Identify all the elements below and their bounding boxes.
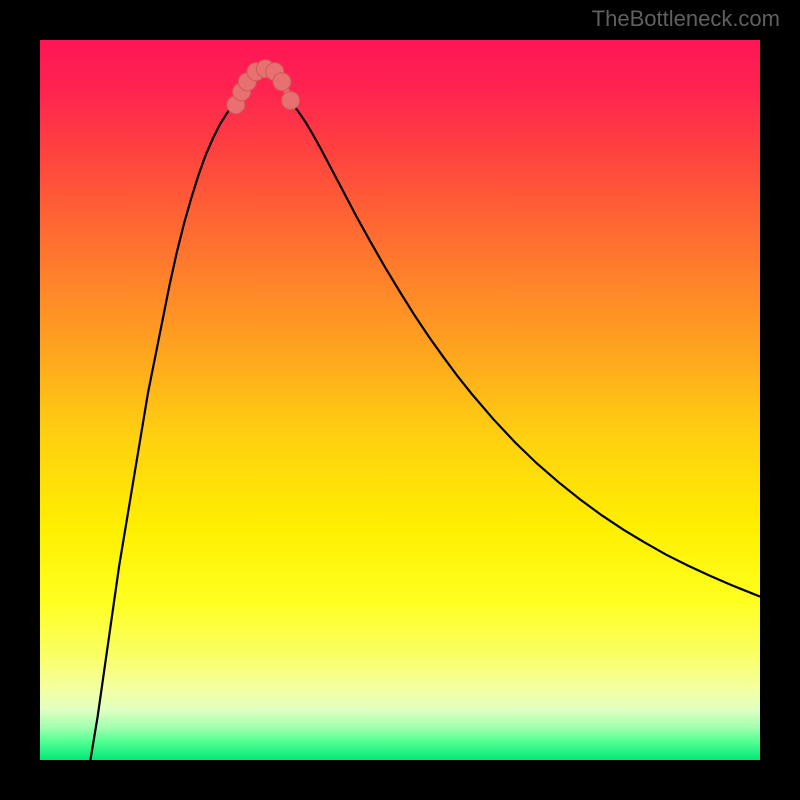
chart-plot-area — [40, 40, 760, 760]
bottleneck-curve-chart — [40, 40, 760, 760]
data-marker — [282, 91, 300, 109]
data-marker — [273, 73, 291, 91]
watermark-text: TheBottleneck.com — [592, 6, 780, 32]
gradient-background — [40, 40, 760, 760]
